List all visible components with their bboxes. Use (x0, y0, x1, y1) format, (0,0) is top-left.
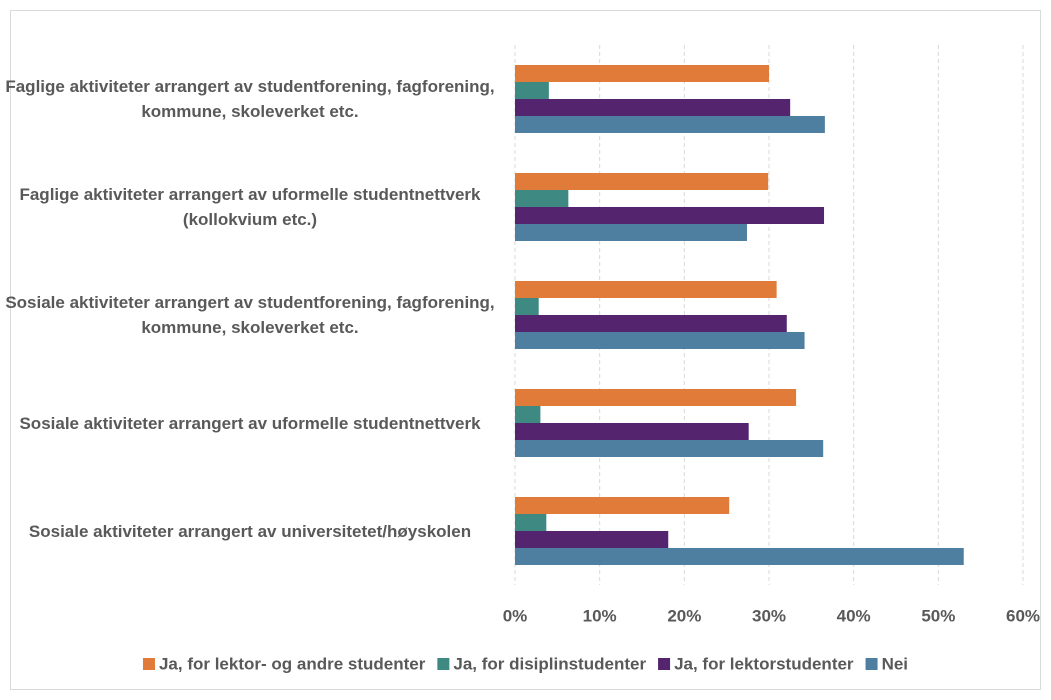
y-tick-label: Sosiale aktiviteter arrangert av uformel… (19, 413, 481, 433)
bar (515, 82, 549, 99)
bar (515, 190, 569, 207)
bar (515, 440, 824, 457)
bar (515, 173, 769, 190)
bar (515, 514, 547, 531)
y-tick-label: Faglige aktiviteter arrangert av uformel… (19, 185, 481, 229)
y-tick-label: Sosiale aktiviteter arrangert av univers… (28, 521, 472, 541)
x-tick-label: 50% (921, 606, 955, 625)
y-tick-label: Sosiale aktiviteter arrangert av student… (5, 293, 495, 337)
bar (515, 548, 964, 565)
bar (515, 389, 797, 406)
bar (515, 224, 747, 241)
bar (515, 315, 787, 332)
x-tick-label: 0% (503, 606, 528, 625)
bar (515, 497, 730, 514)
bar (515, 281, 777, 298)
bar (515, 99, 791, 116)
legend-label: Ja, for disiplinstudenter (453, 654, 646, 673)
x-tick-label: 60% (1006, 606, 1040, 625)
bar (515, 65, 769, 82)
x-tick-label: 30% (752, 606, 786, 625)
bar (515, 423, 749, 440)
legend-label: Ja, for lektor- og andre studenter (159, 654, 426, 673)
legend-swatch (865, 658, 878, 670)
legend-label: Ja, for lektorstudenter (674, 654, 854, 673)
x-tick-label: 20% (667, 606, 701, 625)
x-tick-label: 40% (837, 606, 871, 625)
y-tick-label: Faglige aktiviteter arrangert av student… (5, 77, 495, 121)
legend-swatch (142, 658, 155, 670)
bar (515, 298, 539, 315)
bar (515, 531, 669, 548)
bar (515, 207, 825, 224)
legend-swatch (437, 658, 450, 670)
bar (515, 332, 805, 349)
legend-swatch (658, 658, 671, 670)
x-tick-label: 10% (583, 606, 617, 625)
legend-label: Nei (882, 654, 908, 673)
chart-border (10, 10, 1041, 690)
bar (515, 116, 825, 133)
bar (515, 406, 541, 423)
